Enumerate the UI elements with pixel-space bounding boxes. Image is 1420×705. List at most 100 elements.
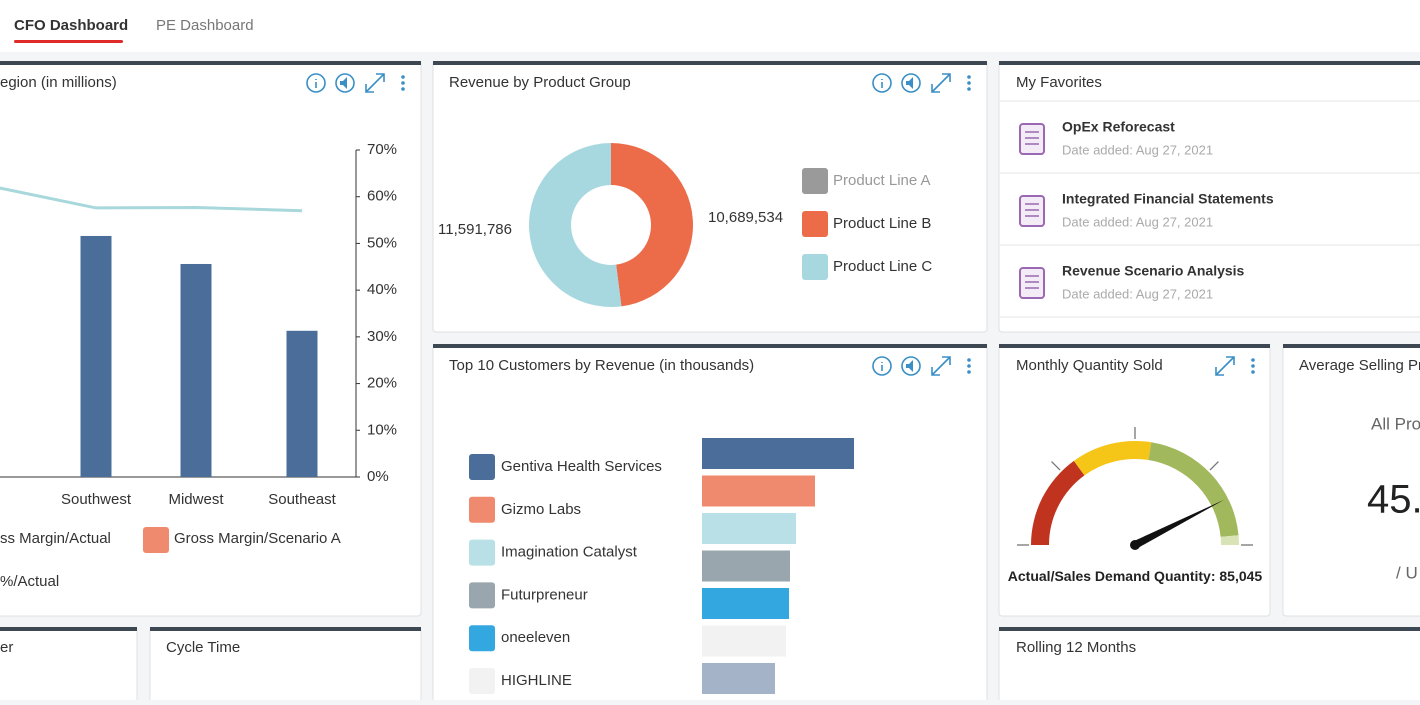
gauge-band xyxy=(1148,442,1239,537)
legend-label: Gentiva Health Services xyxy=(501,458,662,475)
legend-swatch xyxy=(469,625,495,652)
widget-title: er xyxy=(0,639,13,656)
legend-label: Imagination Catalyst xyxy=(501,544,638,561)
asp-unit: / U xyxy=(1396,563,1418,582)
favorite-name: Integrated Financial Statements xyxy=(1062,191,1274,207)
y2-tick-label: 50% xyxy=(367,234,397,251)
legend-label: ss Margin/Actual xyxy=(0,530,111,547)
tab-bar xyxy=(0,0,1420,52)
audio-icon xyxy=(340,77,347,89)
audio-icon xyxy=(906,360,913,372)
widget-title: Rolling 12 Months xyxy=(1016,639,1136,656)
legend-swatch xyxy=(802,254,828,280)
legend-swatch xyxy=(469,454,495,480)
audio-icon xyxy=(901,356,921,376)
y2-tick-label: 40% xyxy=(367,281,397,298)
gauge-hub xyxy=(1130,540,1140,550)
audio-icon xyxy=(901,73,921,93)
legend-swatch xyxy=(469,668,495,694)
asp-value: 45. xyxy=(1367,478,1420,522)
y2-tick-label: 70% xyxy=(367,141,397,158)
bar xyxy=(180,263,212,477)
asp-subtitle: All Pro xyxy=(1371,414,1420,433)
y2-tick-label: 60% xyxy=(367,188,397,205)
bar xyxy=(702,550,790,582)
gauge-band xyxy=(1031,460,1085,545)
favorite-name: OpEx Reforecast xyxy=(1062,119,1175,135)
tab[interactable]: PE Dashboard xyxy=(156,17,254,34)
audio-icon xyxy=(906,77,913,89)
data-label: 10,689,534 xyxy=(708,209,783,226)
audio-icon xyxy=(335,73,355,93)
menu-dot xyxy=(967,358,971,362)
menu-dot xyxy=(967,87,971,91)
favorite-name: Revenue Scenario Analysis xyxy=(1062,263,1245,279)
gauge-band xyxy=(1220,535,1239,545)
legend-swatch xyxy=(469,496,495,523)
y2-tick-label: 10% xyxy=(367,421,397,438)
bar xyxy=(702,475,815,507)
menu-dot xyxy=(1251,364,1255,368)
expand-icon xyxy=(365,73,385,93)
menu-dot xyxy=(967,75,971,79)
menu-dot xyxy=(967,81,971,85)
menu-dot xyxy=(401,81,405,85)
gauge-label: Actual/Sales Demand Quantity: 85,045 xyxy=(1008,568,1263,584)
line-series xyxy=(0,186,303,213)
file-icon xyxy=(1019,195,1045,227)
widget-title: My Favorites xyxy=(1016,74,1102,91)
favorite-date: Date added: Aug 27, 2021 xyxy=(1062,142,1213,157)
widget-title: Revenue by Product Group xyxy=(449,74,631,91)
legend-swatch xyxy=(802,211,828,237)
gauge-value: 85,045 xyxy=(1219,568,1262,584)
bar xyxy=(286,330,318,477)
widget-title: egion (in millions) xyxy=(0,74,117,91)
tab[interactable]: CFO Dashboard xyxy=(14,17,128,34)
legend-label: Product Line B xyxy=(833,215,931,232)
legend-label: HIGHLINE xyxy=(501,672,572,689)
legend-label: Gizmo Labs xyxy=(501,501,581,518)
expand-icon xyxy=(931,73,951,93)
widget-title: Monthly Quantity Sold xyxy=(1016,357,1163,374)
menu-dot xyxy=(401,75,405,79)
widget-title: Top 10 Customers by Revenue (in thousand… xyxy=(449,357,754,374)
x-tick-label: Southeast xyxy=(268,491,336,508)
y2-tick-label: 0% xyxy=(367,468,389,485)
legend-swatch xyxy=(802,168,828,194)
bar xyxy=(702,588,789,619)
legend-label: Gross Margin/Scenario A xyxy=(174,530,341,547)
legend-label: Product Line C xyxy=(833,258,932,275)
donut-slice xyxy=(611,143,694,307)
gauge-needle xyxy=(1133,499,1225,549)
panel-icons[interactable] xyxy=(306,73,1255,376)
gauge-tick xyxy=(1209,461,1219,471)
gauge-band xyxy=(1073,441,1152,476)
data-label: 11,591,786 xyxy=(438,221,512,238)
file-icon xyxy=(1019,123,1045,155)
legend-swatch xyxy=(469,582,495,609)
file-icon xyxy=(1019,267,1045,299)
widget-title: Average Selling Pr xyxy=(1299,357,1420,374)
legend-label: %/Actual xyxy=(0,573,59,590)
bar xyxy=(80,235,112,477)
info-icon xyxy=(872,73,892,93)
x-tick-label: Southwest xyxy=(61,491,132,508)
legend-swatch xyxy=(469,539,495,566)
tab-underline xyxy=(14,40,123,43)
legend-label: Futurpreneur xyxy=(501,586,588,603)
gauge-tick xyxy=(1051,461,1061,471)
donut-slice xyxy=(529,143,622,307)
info-icon xyxy=(872,356,892,376)
menu-dot xyxy=(401,87,405,91)
x-tick-label: Midwest xyxy=(168,491,224,508)
legend-swatch xyxy=(143,527,169,553)
menu-dot xyxy=(1251,358,1255,362)
expand-icon xyxy=(931,356,951,376)
gauge-label-text: Actual/Sales Demand Quantity: xyxy=(1008,568,1216,584)
menu-dot xyxy=(967,364,971,368)
bar xyxy=(702,625,786,657)
favorite-date: Date added: Aug 27, 2021 xyxy=(1062,214,1213,229)
y2-tick-label: 20% xyxy=(367,375,397,392)
legend-label: oneeleven xyxy=(501,629,570,646)
